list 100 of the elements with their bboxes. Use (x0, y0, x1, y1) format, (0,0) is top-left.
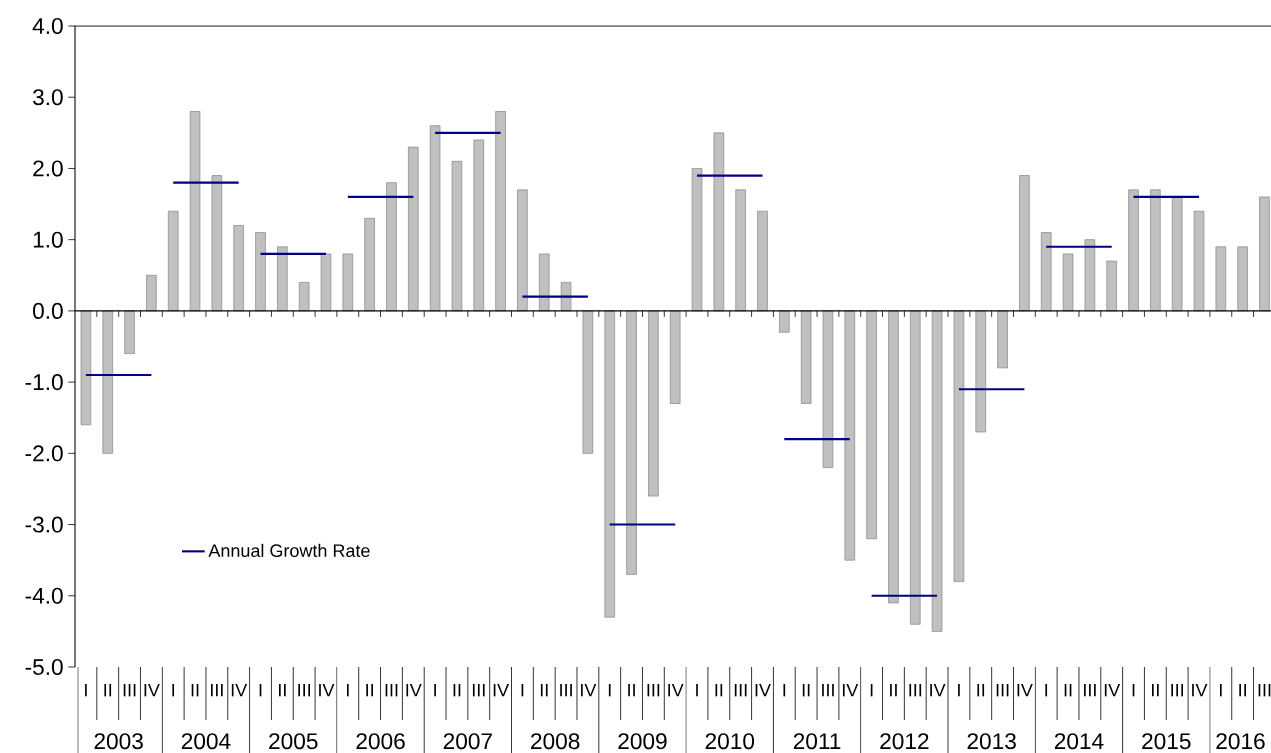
bar (669, 310, 681, 404)
x-tick-label: II (1064, 683, 1072, 697)
x-tick-label: I (958, 683, 960, 697)
x-tick-label: III (1171, 683, 1184, 697)
y-tick-label: -1.0 (25, 374, 63, 391)
x-tick-label: IV (1104, 683, 1121, 697)
x-tick-label: I (1219, 683, 1222, 697)
bar (822, 310, 834, 468)
x-tick-label: I (608, 683, 611, 697)
text: 2011 (793, 733, 841, 750)
bar (102, 310, 113, 454)
text: 2014 (1054, 733, 1104, 750)
bar (517, 189, 528, 312)
bar (626, 310, 637, 575)
bar (146, 274, 157, 312)
bar (189, 111, 201, 312)
x-tick-label: IV (144, 683, 160, 697)
text: 2008 (531, 733, 580, 750)
x-tick-label: II (1239, 683, 1246, 697)
x-tick-label: IV (1192, 683, 1208, 697)
x-tick-label: IV (406, 683, 422, 697)
x-tick-label: IV (581, 683, 597, 697)
bar (800, 310, 812, 404)
bar (342, 253, 354, 312)
text: 2009 (618, 733, 667, 750)
text: 2013 (967, 733, 1016, 750)
bar (429, 125, 441, 312)
x-tick-label: I (259, 683, 262, 697)
y-tick-label: 2.0 (33, 160, 63, 177)
y-tick-label: 0.0 (33, 302, 63, 319)
bar (648, 310, 659, 497)
bar (888, 310, 899, 604)
bar (975, 310, 986, 433)
bar (997, 310, 1008, 369)
bar (495, 111, 506, 312)
bar (691, 168, 703, 312)
bar (364, 217, 375, 312)
text: 2015 (1142, 733, 1191, 750)
y-tick-label: -2.0 (25, 445, 63, 462)
bar (277, 246, 288, 312)
x-tick-label: IV (842, 683, 859, 697)
bar (582, 310, 594, 454)
x-tick-label: II (540, 683, 548, 697)
bar (1128, 189, 1139, 312)
bar (604, 310, 615, 618)
x-tick-label: I (85, 683, 87, 697)
bar (386, 182, 397, 312)
bar (1237, 246, 1248, 312)
y-tick-label: 3.0 (32, 89, 63, 106)
x-tick-label: II (279, 683, 286, 697)
x-tick-label: II (366, 683, 373, 697)
x-tick-label: II (977, 683, 985, 697)
x-tick-label: III (211, 683, 223, 697)
bar (1259, 196, 1270, 312)
y-tick-label: -4.0 (25, 587, 63, 604)
x-tick-label: IV (930, 683, 946, 697)
x-tick-label: II (715, 683, 723, 697)
bar (233, 225, 244, 312)
bar (1062, 253, 1074, 312)
bar (211, 175, 223, 312)
x-tick-label: II (191, 683, 199, 697)
x-tick-label: III (996, 683, 1009, 697)
bar (910, 310, 921, 625)
x-tick-label: II (628, 683, 635, 697)
x-tick-label: IV (755, 683, 771, 697)
x-tick-label: I (1132, 683, 1135, 697)
text: 2007 (443, 733, 492, 750)
x-tick-label: III (298, 683, 310, 697)
x-tick-label: I (696, 683, 698, 697)
bar (844, 310, 856, 561)
bar (953, 310, 965, 582)
bar (451, 160, 463, 312)
bar (866, 310, 877, 540)
bar (1040, 232, 1052, 312)
bar (1171, 196, 1183, 312)
x-tick-label: III (472, 683, 485, 697)
x-tick-label: II (104, 683, 112, 697)
bar (713, 132, 725, 312)
bar (1106, 260, 1117, 312)
y-tick-label: -5.0 (25, 658, 63, 676)
text: 2010 (705, 733, 755, 750)
x-tick-label: III (909, 683, 922, 697)
legend-label: Annual Growth Rate (208, 543, 370, 558)
x-tick-label: I (346, 683, 349, 697)
x-tick-label: III (647, 683, 660, 697)
text: 2004 (181, 733, 231, 750)
bar (1150, 189, 1161, 312)
x-tick-label: III (822, 683, 834, 697)
y-tick-label: 1.0 (33, 231, 63, 248)
bar (1193, 210, 1205, 312)
x-tick-label: II (453, 683, 461, 697)
x-tick-label: II (1152, 683, 1159, 697)
text: 2016 (1216, 733, 1265, 750)
bar (80, 310, 92, 426)
bar (779, 310, 790, 333)
bar (408, 146, 419, 312)
x-tick-label: I (521, 683, 524, 697)
bar (735, 189, 746, 312)
x-tick-label: III (1258, 683, 1271, 697)
x-tick-label: I (172, 683, 175, 697)
